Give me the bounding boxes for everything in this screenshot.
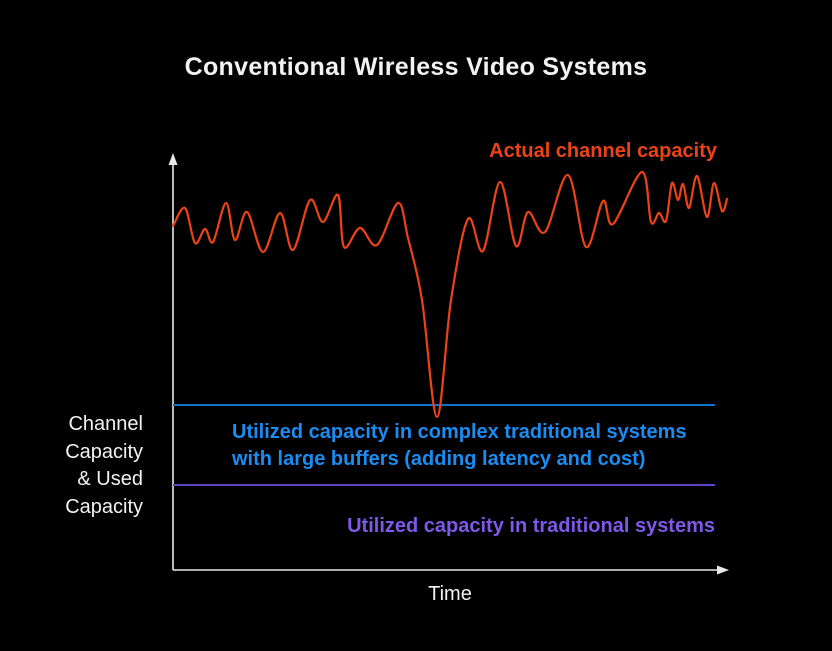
y-axis-label-line4: Capacity (65, 495, 143, 518)
y-axis-label: Channel Capacity & Used Capacity (65, 411, 143, 521)
y-axis-label-line1: Channel (68, 413, 143, 435)
x-axis-label: Time (428, 583, 472, 605)
legend-buffered-utilized-capacity: Utilized capacity in complex traditional… (232, 419, 687, 473)
legend-buffered-line1: Utilized capacity in complex traditional… (232, 421, 687, 443)
y-axis-arrow-icon (168, 153, 178, 165)
legend-actual-channel-capacity: Actual channel capacity (489, 140, 717, 162)
actual-capacity-curve (171, 170, 729, 419)
legend-traditional-utilized-capacity: Utilized capacity in traditional systems (347, 515, 715, 537)
y-axis-label-line2: Capacity (65, 440, 143, 463)
y-axis-label-line3: & Used (77, 468, 143, 490)
x-axis-arrow-icon (717, 565, 729, 575)
legend-buffered-line2: with large buffers (adding latency and c… (232, 448, 646, 470)
page-title: Conventional Wireless Video Systems (184, 53, 648, 81)
